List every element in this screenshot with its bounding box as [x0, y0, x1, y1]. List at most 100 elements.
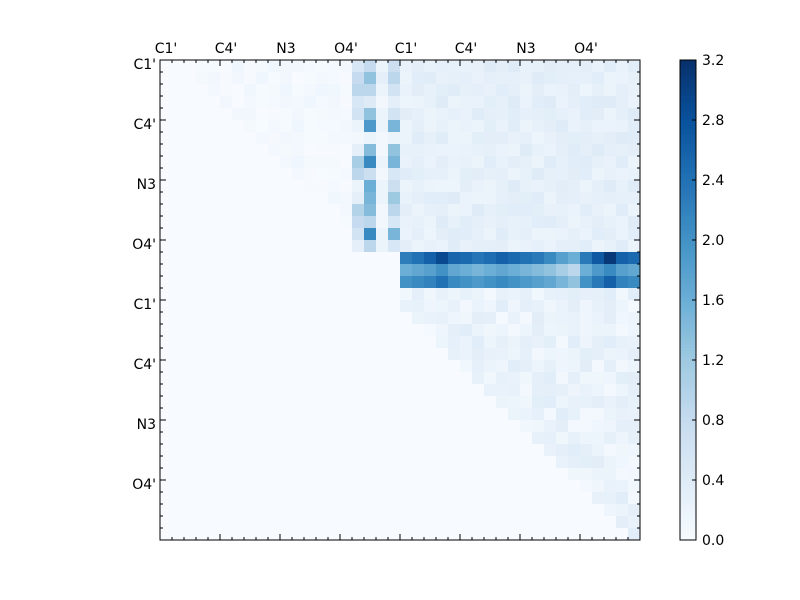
heatmap-cell [460, 264, 473, 277]
heatmap-cell [328, 108, 341, 121]
heatmap-cell [328, 360, 341, 373]
heatmap-cell [556, 396, 569, 409]
heatmap-cell [568, 420, 581, 433]
colorbar-segment [680, 261, 696, 265]
heatmap-cell [232, 372, 245, 385]
heatmap-cell [316, 132, 329, 145]
heatmap-cell [580, 468, 593, 481]
heatmap-cell [400, 492, 413, 505]
heatmap-cell [280, 468, 293, 481]
heatmap-cell [256, 492, 269, 505]
colorbar-segment [680, 471, 696, 475]
heatmap-cell [568, 300, 581, 313]
heatmap-cell [196, 72, 209, 85]
heatmap-cell [484, 420, 497, 433]
colorbar-segment [680, 276, 696, 280]
heatmap-cell [316, 420, 329, 433]
heatmap-cell [484, 60, 497, 73]
heatmap-cell [604, 432, 617, 445]
heatmap-cell [412, 252, 425, 265]
heatmap-cell [628, 204, 641, 217]
heatmap-cell [508, 492, 521, 505]
heatmap-cell [460, 120, 473, 133]
heatmap-cell [460, 228, 473, 241]
heatmap-cell [376, 336, 389, 349]
heatmap-cell [544, 384, 557, 397]
heatmap-cell [592, 192, 605, 205]
colorbar-segment [680, 447, 696, 451]
heatmap-cell [592, 528, 605, 541]
heatmap-cell [256, 336, 269, 349]
colorbar-segment [680, 273, 696, 277]
heatmap-cell [160, 456, 173, 469]
heatmap-cell [184, 444, 197, 457]
heatmap-cell [340, 300, 353, 313]
heatmap-cell [208, 528, 221, 541]
heatmap-cell [232, 168, 245, 181]
heatmap-cell [412, 480, 425, 493]
heatmap-cell [556, 528, 569, 541]
heatmap-cell [268, 180, 281, 193]
heatmap-cell [424, 516, 437, 529]
heatmap-cell [376, 84, 389, 97]
heatmap-cell [208, 204, 221, 217]
heatmap-cell [616, 96, 629, 109]
heatmap-cell [292, 144, 305, 157]
heatmap-cell [580, 84, 593, 97]
heatmap-cells [160, 60, 641, 541]
heatmap-cell [352, 216, 365, 229]
colorbar-segment [680, 108, 696, 112]
heatmap-cell [508, 192, 521, 205]
heatmap-cell [484, 336, 497, 349]
heatmap-cell [352, 360, 365, 373]
colorbar-segment [680, 396, 696, 400]
heatmap-cell [208, 504, 221, 517]
heatmap-cell [220, 432, 233, 445]
heatmap-cell [580, 60, 593, 73]
heatmap-cell [172, 468, 185, 481]
heatmap-cell [316, 276, 329, 289]
colorbar-segment [680, 534, 696, 538]
heatmap-cell [232, 348, 245, 361]
heatmap-cell [592, 456, 605, 469]
heatmap-cell [352, 444, 365, 457]
heatmap-cell [232, 72, 245, 85]
heatmap-cell [352, 96, 365, 109]
heatmap-cell [628, 192, 641, 205]
heatmap-cell [256, 528, 269, 541]
colorbar-segment [680, 306, 696, 310]
heatmap-cell [364, 72, 377, 85]
heatmap-cell [556, 336, 569, 349]
heatmap-cell [616, 288, 629, 301]
heatmap-cell [172, 96, 185, 109]
heatmap-cell [592, 360, 605, 373]
heatmap-cell [544, 432, 557, 445]
x-tick-label: C4' [215, 41, 238, 57]
heatmap-cell [436, 228, 449, 241]
colorbar-tick-label: 2.4 [702, 173, 724, 189]
heatmap-cell [544, 444, 557, 457]
heatmap-cell [508, 396, 521, 409]
heatmap-cell [424, 324, 437, 337]
heatmap-cell [508, 360, 521, 373]
heatmap-cell [544, 504, 557, 517]
heatmap-cell [604, 420, 617, 433]
heatmap-cell [208, 240, 221, 253]
heatmap-cell [160, 264, 173, 277]
heatmap-cell [592, 156, 605, 169]
heatmap-cell [568, 120, 581, 133]
heatmap-cell [304, 384, 317, 397]
heatmap-cell [304, 108, 317, 121]
heatmap-cell [172, 300, 185, 313]
heatmap-cell [292, 324, 305, 337]
heatmap-cell [244, 252, 257, 265]
heatmap-cell [316, 108, 329, 121]
heatmap-cell [196, 504, 209, 517]
heatmap-cell [340, 60, 353, 73]
colorbar-segment [680, 312, 696, 316]
heatmap-cell [424, 456, 437, 469]
heatmap-cell [160, 504, 173, 517]
heatmap-cell [532, 144, 545, 157]
heatmap-cell [592, 288, 605, 301]
heatmap-cell [592, 96, 605, 109]
